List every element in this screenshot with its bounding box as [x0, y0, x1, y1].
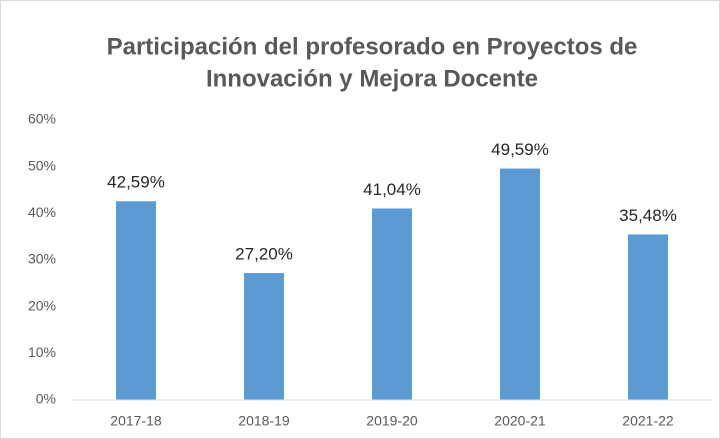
x-tick-label: 2017-18: [110, 413, 162, 429]
x-tick-label: 2020-21: [494, 413, 546, 429]
bar: [372, 208, 412, 400]
chart-title: Innovación y Mejora Docente: [206, 65, 538, 92]
bar: [500, 168, 540, 400]
y-tick-label: 50%: [28, 157, 56, 173]
x-tick-label: 2019-20: [366, 413, 418, 429]
bar: [116, 201, 156, 400]
value-label: 35,48%: [619, 206, 677, 225]
x-tick-label: 2021-22: [622, 413, 674, 429]
chart-title: Participación del profesorado en Proyect…: [107, 33, 638, 60]
bar: [244, 273, 284, 400]
value-label: 42,59%: [107, 173, 165, 192]
y-tick-label: 60%: [28, 111, 56, 127]
y-tick-label: 40%: [28, 204, 56, 220]
bar: [628, 234, 668, 400]
value-label: 27,20%: [235, 245, 293, 264]
y-tick-label: 0%: [36, 391, 56, 407]
value-label: 49,59%: [491, 140, 549, 159]
y-tick-label: 10%: [28, 344, 56, 360]
y-tick-label: 30%: [28, 251, 56, 267]
value-label: 41,04%: [363, 180, 421, 199]
y-tick-label: 20%: [28, 297, 56, 313]
x-tick-label: 2018-19: [238, 413, 290, 429]
